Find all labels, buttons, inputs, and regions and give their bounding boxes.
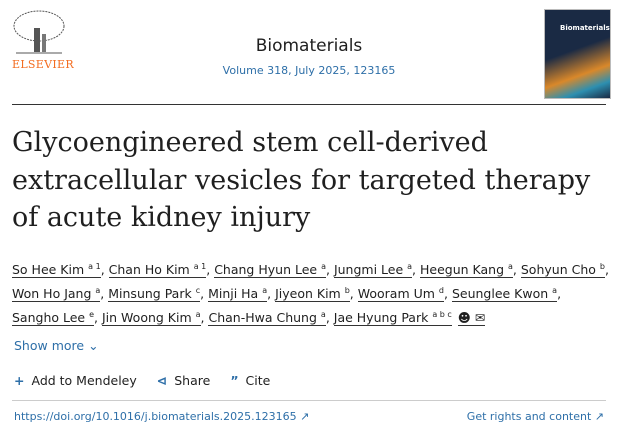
author-link[interactable]: Chang Hyun Lee a — [214, 262, 326, 279]
author-name: Chan-Hwa Chung — [208, 310, 317, 326]
share-button[interactable]: ⊲ Share — [157, 373, 211, 388]
show-more-button[interactable]: Show more ⌄ — [14, 338, 99, 353]
author-link[interactable]: Sangho Lee e — [12, 310, 95, 327]
author-name: Jin Woong Kim — [101, 310, 192, 326]
journal-title[interactable]: Biomaterials — [255, 36, 363, 56]
author-link[interactable]: Minji Ha a — [208, 286, 268, 303]
journal-cover[interactable]: Biomaterials — [544, 9, 611, 99]
affiliation-marker: c — [195, 286, 201, 296]
article-title: Glycoengineered stem cell-derived extrac… — [12, 127, 591, 233]
affiliation-marker: a — [321, 262, 326, 271]
author-link[interactable]: So Hee Kim a 1 — [12, 262, 101, 279]
author-link[interactable]: Heegun Kang a — [420, 262, 513, 279]
tree-logo-icon — [13, 10, 65, 54]
author-name: Seunglee Kwon — [451, 286, 549, 302]
author-list: So Hee Kim a 1, Chan Ho Kim a 1, Chang H… — [12, 262, 609, 327]
author-link[interactable]: Won Ho Jang a — [12, 286, 101, 303]
author-name: Jungmi Lee — [333, 262, 404, 278]
share-label: Share — [174, 373, 211, 388]
share-icon: ⊲ — [156, 373, 168, 388]
divider — [12, 400, 606, 401]
affiliation-marker: b — [344, 286, 350, 296]
author-link[interactable]: Jae Hyung Park a b c — [333, 310, 452, 327]
affiliation-marker: e — [89, 310, 95, 320]
chevron-down-icon: ⌄ — [88, 338, 99, 353]
affiliation-marker: a 1 — [193, 262, 207, 271]
add-to-mendeley-button[interactable]: + Add to Mendeley — [14, 373, 137, 388]
author-link[interactable]: Wooram Um d — [357, 286, 444, 303]
affiliation-marker: a b c — [432, 310, 452, 320]
elsevier-logo[interactable]: ELSEVIER — [12, 10, 74, 71]
affiliation-marker: a — [195, 310, 201, 320]
author-name: Jae Hyung Park — [333, 310, 429, 326]
author-name: Sangho Lee — [12, 310, 86, 326]
quote-icon: ” — [230, 373, 239, 388]
author-name: Chang Hyun Lee — [214, 262, 318, 278]
corresponding-author-link[interactable]: ☻ ✉ — [457, 310, 486, 327]
author-name: Minsung Park — [108, 286, 192, 302]
mendeley-label: Add to Mendeley — [31, 373, 137, 388]
author-link[interactable]: Chan Ho Kim a 1 — [108, 262, 207, 279]
affiliation-marker: a — [508, 262, 513, 271]
author-link[interactable]: Minsung Park c — [108, 286, 201, 303]
affiliation-marker: a — [262, 286, 268, 296]
affiliation-marker: a — [552, 286, 558, 296]
author-name: So Hee Kim — [12, 262, 85, 278]
show-more-label: Show more — [14, 338, 85, 353]
doi-link[interactable]: https://doi.org/10.1016/j.biomaterials.2… — [14, 410, 310, 423]
affiliation-marker: a 1 — [88, 262, 101, 271]
publisher-name: ELSEVIER — [12, 58, 74, 71]
envelope-icon: ✉ — [474, 310, 486, 326]
author-link[interactable]: Seunglee Kwon a — [451, 286, 558, 303]
person-icon: ☻ — [457, 310, 471, 326]
author-name: Wooram Um — [357, 286, 435, 302]
cite-button[interactable]: ” Cite — [230, 373, 270, 388]
cover-title: Biomaterials — [560, 24, 610, 32]
author-link[interactable]: Chan-Hwa Chung a — [208, 310, 326, 327]
affiliation-marker: d — [438, 286, 444, 296]
author-name: Chan Ho Kim — [108, 262, 190, 278]
author-link[interactable]: Jungmi Lee a — [333, 262, 413, 279]
divider — [12, 104, 606, 105]
affiliation-marker: a — [407, 262, 413, 271]
volume-info[interactable]: Volume 318, July 2025, 123165 — [222, 64, 396, 77]
author-name: Heegun Kang — [420, 262, 505, 278]
author-name: Won Ho Jang — [12, 286, 92, 302]
cite-label: Cite — [245, 373, 271, 388]
plus-icon: + — [14, 373, 25, 388]
author-link[interactable]: Jin Woong Kim a — [101, 310, 201, 327]
affiliation-marker: a — [320, 310, 326, 320]
author-link[interactable]: Jiyeon Kim b — [275, 286, 350, 303]
author-name: Minji Ha — [208, 286, 259, 302]
author-name: Jiyeon Kim — [275, 286, 341, 302]
rights-link[interactable]: Get rights and content ↗ — [466, 410, 604, 423]
author-name: Sohyun Cho — [520, 262, 596, 278]
affiliation-marker: a — [95, 286, 101, 296]
affiliation-marker: b — [599, 262, 605, 271]
author-link[interactable]: Sohyun Cho b — [520, 262, 605, 279]
